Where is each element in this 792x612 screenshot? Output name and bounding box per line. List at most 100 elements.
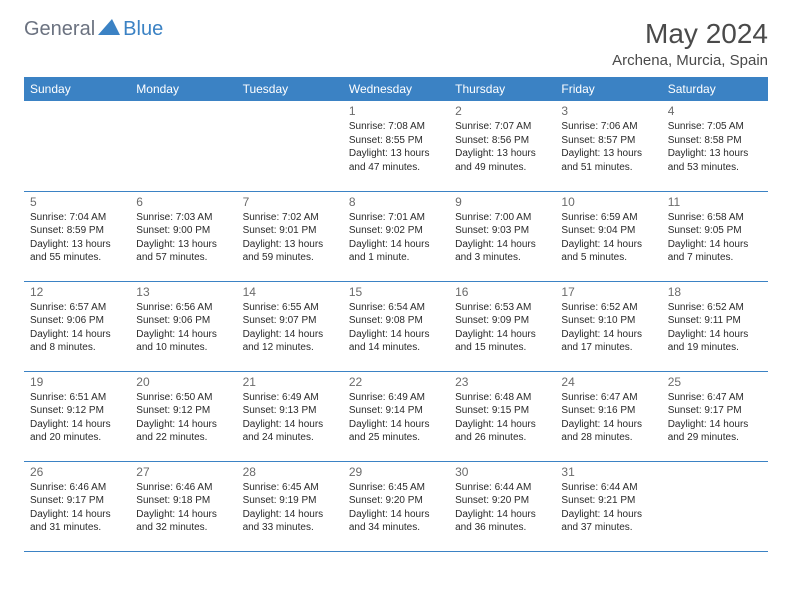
sunset-text: Sunset: 8:58 PM (668, 134, 762, 148)
day-cell: 26 Sunrise: 6:46 AMSunset: 9:17 PMDayligh… (24, 461, 130, 551)
sunset-text: Sunset: 9:09 PM (455, 314, 549, 328)
sunrise-text: Sunrise: 6:56 AM (136, 301, 230, 315)
daylight-text: Daylight: 14 hours and 36 minutes. (455, 508, 549, 535)
day-info: Sunrise: 7:01 AMSunset: 9:02 PMDaylight:… (349, 211, 443, 265)
day-cell: 28Sunrise: 6:45 AMSunset: 9:19 PMDayligh… (237, 461, 343, 551)
day-number: 25 (668, 375, 762, 389)
day-number: 2 (455, 104, 549, 118)
sunrise-text: Sunrise: 6:49 AM (349, 391, 443, 405)
day-info: Sunrise: 6:47 AMSunset: 9:16 PMDaylight:… (561, 391, 655, 445)
day-number: 24 (561, 375, 655, 389)
sunset-text: Sunset: 9:16 PM (561, 404, 655, 418)
day-header: Tuesday (237, 77, 343, 101)
sunrise-text: Sunrise: 6:49 AM (243, 391, 337, 405)
sunset-text: Sunset: 9:10 PM (561, 314, 655, 328)
daylight-text: Daylight: 14 hours and 1 minute. (349, 238, 443, 265)
sunset-text: Sunset: 8:57 PM (561, 134, 655, 148)
sunset-text: Sunset: 9:07 PM (243, 314, 337, 328)
day-info: Sunrise: 7:02 AMSunset: 9:01 PMDaylight:… (243, 211, 337, 265)
sunset-text: Sunset: 9:15 PM (455, 404, 549, 418)
day-info: Sunrise: 6:57 AMSunset: 9:06 PMDaylight:… (30, 301, 124, 355)
month-title: May 2024 (612, 18, 768, 50)
sunrise-text: Sunrise: 6:53 AM (455, 301, 549, 315)
calendar-table: SundayMondayTuesdayWednesdayThursdayFrid… (24, 77, 768, 552)
daylight-text: Daylight: 14 hours and 25 minutes. (349, 418, 443, 445)
day-number: 6 (136, 195, 230, 209)
sunset-text: Sunset: 9:12 PM (136, 404, 230, 418)
day-info: Sunrise: 6:49 AMSunset: 9:13 PMDaylight:… (243, 391, 337, 445)
daylight-text: Daylight: 14 hours and 3 minutes. (455, 238, 549, 265)
day-info: Sunrise: 7:00 AMSunset: 9:03 PMDaylight:… (455, 211, 549, 265)
day-info: Sunrise: 6:46 AMSunset: 9:17 PMDaylight:… (30, 481, 124, 535)
sunset-text: Sunset: 9:18 PM (136, 494, 230, 508)
sunrise-text: Sunrise: 7:04 AM (30, 211, 124, 225)
day-cell: 18Sunrise: 6:52 AMSunset: 9:11 PMDayligh… (662, 281, 768, 371)
daylight-text: Daylight: 14 hours and 12 minutes. (243, 328, 337, 355)
sunrise-text: Sunrise: 6:47 AM (561, 391, 655, 405)
sunset-text: Sunset: 9:12 PM (30, 404, 124, 418)
sunset-text: Sunset: 9:01 PM (243, 224, 337, 238)
sunset-text: Sunset: 9:19 PM (243, 494, 337, 508)
daylight-text: Daylight: 13 hours and 57 minutes. (136, 238, 230, 265)
day-info: Sunrise: 6:58 AMSunset: 9:05 PMDaylight:… (668, 211, 762, 265)
sunrise-text: Sunrise: 6:54 AM (349, 301, 443, 315)
day-cell: 30Sunrise: 6:44 AMSunset: 9:20 PMDayligh… (449, 461, 555, 551)
sunset-text: Sunset: 9:14 PM (349, 404, 443, 418)
day-cell: 29Sunrise: 6:45 AMSunset: 9:20 PMDayligh… (343, 461, 449, 551)
day-cell (130, 101, 236, 191)
day-header: Thursday (449, 77, 555, 101)
day-cell: 8 Sunrise: 7:01 AMSunset: 9:02 PMDaylight… (343, 191, 449, 281)
daylight-text: Daylight: 14 hours and 10 minutes. (136, 328, 230, 355)
day-number: 26 (30, 465, 124, 479)
day-number: 29 (349, 465, 443, 479)
day-info: Sunrise: 6:51 AMSunset: 9:12 PMDaylight:… (30, 391, 124, 445)
day-cell: 19Sunrise: 6:51 AMSunset: 9:12 PMDayligh… (24, 371, 130, 461)
sunrise-text: Sunrise: 6:57 AM (30, 301, 124, 315)
daylight-text: Daylight: 14 hours and 32 minutes. (136, 508, 230, 535)
day-number: 14 (243, 285, 337, 299)
sunrise-text: Sunrise: 7:01 AM (349, 211, 443, 225)
day-number: 1 (349, 104, 443, 118)
daylight-text: Daylight: 14 hours and 5 minutes. (561, 238, 655, 265)
sunset-text: Sunset: 9:13 PM (243, 404, 337, 418)
sunset-text: Sunset: 9:02 PM (349, 224, 443, 238)
day-info: Sunrise: 6:47 AMSunset: 9:17 PMDaylight:… (668, 391, 762, 445)
day-cell: 1Sunrise: 7:08 AMSunset: 8:55 PMDaylight… (343, 101, 449, 191)
day-number: 8 (349, 195, 443, 209)
day-cell: 7Sunrise: 7:02 AMSunset: 9:01 PMDaylight… (237, 191, 343, 281)
day-number: 30 (455, 465, 549, 479)
sunrise-text: Sunrise: 6:48 AM (455, 391, 549, 405)
day-number: 13 (136, 285, 230, 299)
sunset-text: Sunset: 9:05 PM (668, 224, 762, 238)
day-cell: 10Sunrise: 6:59 AMSunset: 9:04 PMDayligh… (555, 191, 661, 281)
day-number: 27 (136, 465, 230, 479)
daylight-text: Daylight: 14 hours and 8 minutes. (30, 328, 124, 355)
day-cell (662, 461, 768, 551)
sunrise-text: Sunrise: 7:08 AM (349, 120, 443, 134)
day-header: Friday (555, 77, 661, 101)
day-cell: 6Sunrise: 7:03 AMSunset: 9:00 PMDaylight… (130, 191, 236, 281)
sunrise-text: Sunrise: 6:45 AM (243, 481, 337, 495)
day-info: Sunrise: 7:07 AMSunset: 8:56 PMDaylight:… (455, 120, 549, 174)
day-cell (237, 101, 343, 191)
day-info: Sunrise: 6:46 AMSunset: 9:18 PMDaylight:… (136, 481, 230, 535)
sunrise-text: Sunrise: 6:50 AM (136, 391, 230, 405)
day-info: Sunrise: 7:04 AMSunset: 8:59 PMDaylight:… (30, 211, 124, 265)
sunrise-text: Sunrise: 6:59 AM (561, 211, 655, 225)
sunrise-text: Sunrise: 6:47 AM (668, 391, 762, 405)
sunset-text: Sunset: 9:21 PM (561, 494, 655, 508)
day-cell: 25 Sunrise: 6:47 AMSunset: 9:17 PMDayligh… (662, 371, 768, 461)
day-info: Sunrise: 6:59 AMSunset: 9:04 PMDaylight:… (561, 211, 655, 265)
day-number: 18 (668, 285, 762, 299)
day-cell: 16Sunrise: 6:53 AMSunset: 9:09 PMDayligh… (449, 281, 555, 371)
sunrise-text: Sunrise: 6:46 AM (136, 481, 230, 495)
daylight-text: Daylight: 14 hours and 28 minutes. (561, 418, 655, 445)
sunrise-text: Sunrise: 6:46 AM (30, 481, 124, 495)
daylight-text: Daylight: 13 hours and 51 minutes. (561, 147, 655, 174)
sunset-text: Sunset: 9:04 PM (561, 224, 655, 238)
daylight-text: Daylight: 14 hours and 29 minutes. (668, 418, 762, 445)
day-cell: 21Sunrise: 6:49 AMSunset: 9:13 PMDayligh… (237, 371, 343, 461)
day-cell: 27 Sunrise: 6:46 AMSunset: 9:18 PMDayligh… (130, 461, 236, 551)
daylight-text: Daylight: 14 hours and 17 minutes. (561, 328, 655, 355)
sunrise-text: Sunrise: 6:44 AM (455, 481, 549, 495)
